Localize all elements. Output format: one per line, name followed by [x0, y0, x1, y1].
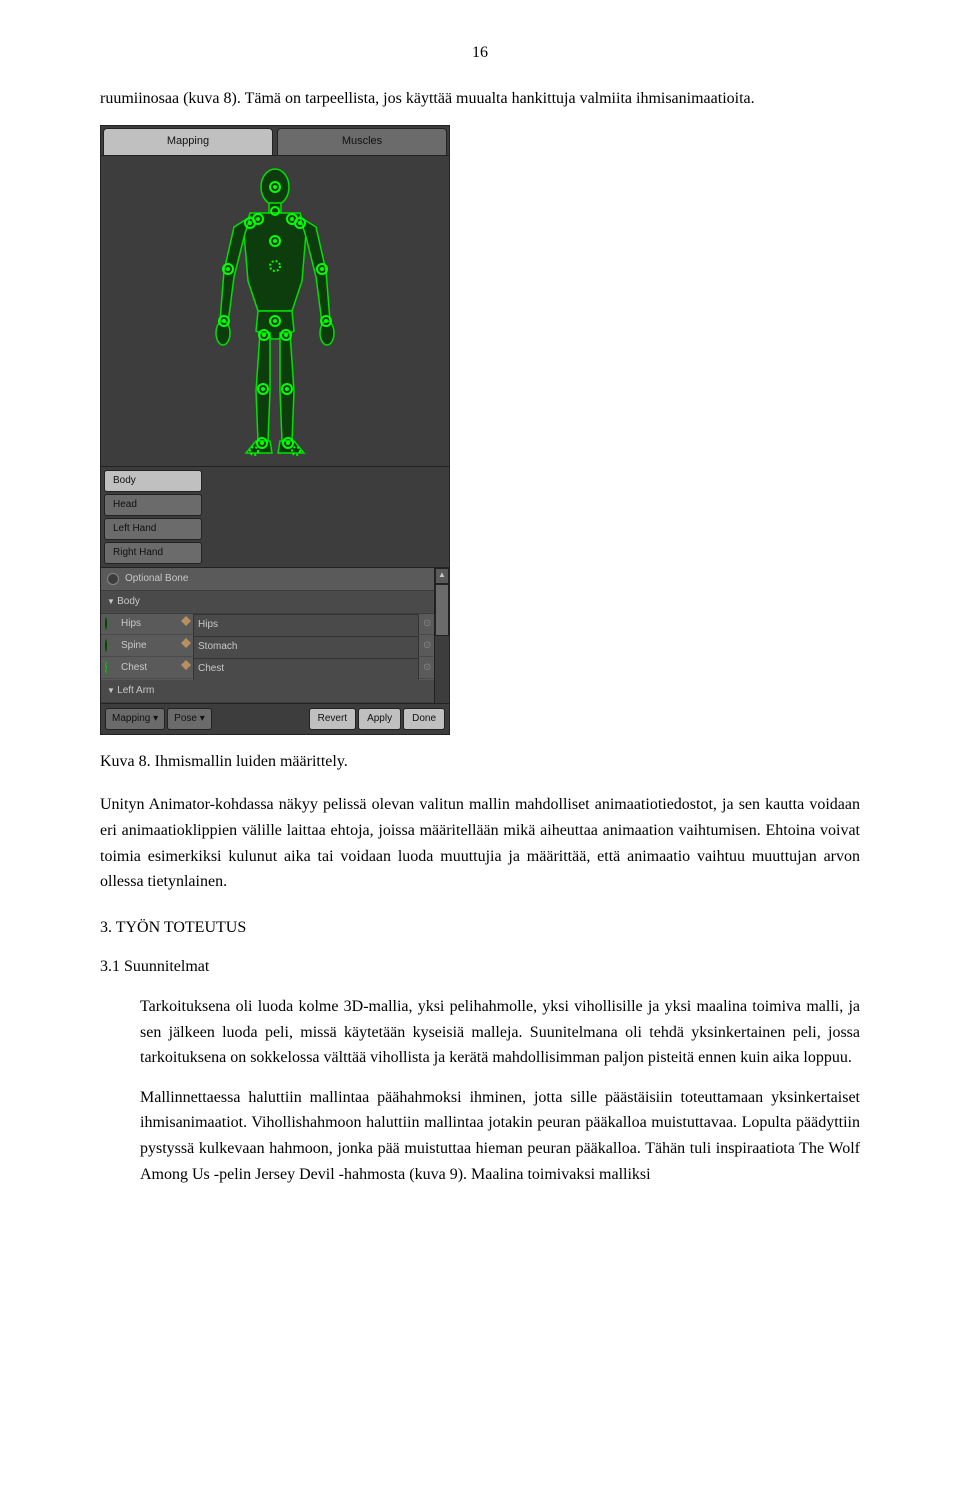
avatar-view [101, 156, 449, 466]
bone-type-icon [177, 658, 193, 679]
bone-type-icon [177, 614, 193, 635]
paragraph-4: Mallinnettaessa haluttiin mallintaa pääh… [140, 1085, 860, 1187]
scrollbar-thumb[interactable] [435, 584, 449, 636]
part-tab-right-hand[interactable]: Right Hand [104, 542, 202, 564]
paragraph-2: Unityn Animator-kohdassa näkyy pelissä o… [100, 792, 860, 894]
optional-bone-row: Optional Bone [101, 568, 449, 591]
section-heading-3: 3. TYÖN TOTEUTUS [100, 915, 860, 941]
pose-dropdown[interactable]: Pose ▾ [167, 708, 212, 730]
scrollbar[interactable]: ▲ [434, 568, 449, 703]
figure-caption: Kuva 8. Ihmismallin luiden määrittely. [100, 749, 860, 775]
status-dot-icon [105, 639, 107, 652]
optional-bone-label: Optional Bone [125, 571, 188, 587]
panel-tabs: Mapping Muscles [101, 126, 449, 156]
mapping-dropdown[interactable]: Mapping ▾ [105, 708, 165, 730]
part-tab-body[interactable]: Body [104, 470, 202, 492]
bone-picker-icon[interactable]: ⊙ [419, 614, 435, 635]
unity-avatar-panel: Mapping Muscles [100, 125, 450, 735]
bone-list-scroll: Optional Bone Body Hips Hips ⊙ Spine Sto… [101, 568, 449, 703]
paragraph-1: ruumiinosaa (kuva 8). Tämä on tarpeellis… [100, 86, 860, 112]
bone-field-chest[interactable]: Chest [193, 658, 419, 680]
apply-button[interactable]: Apply [358, 708, 401, 730]
status-dot-optional-icon [105, 661, 107, 674]
group-left-arm[interactable]: Left Arm [101, 680, 449, 703]
bone-label: Spine [117, 636, 177, 657]
done-button[interactable]: Done [403, 708, 445, 730]
bone-label: Chest [117, 658, 177, 679]
section-heading-3-1: 3.1 Suunnitelmat [100, 954, 860, 980]
paragraph-3: Tarkoituksena oli luoda kolme 3D-mallia,… [140, 994, 860, 1071]
body-part-tabs: Body Head Left Hand Right Hand [101, 466, 449, 568]
humanoid-figure [180, 161, 370, 461]
panel-footer: Mapping ▾ Pose ▾ Revert Apply Done [101, 703, 449, 734]
scroll-up-icon[interactable]: ▲ [435, 568, 449, 584]
revert-button[interactable]: Revert [309, 708, 356, 730]
bone-picker-icon[interactable]: ⊙ [419, 658, 435, 679]
bone-field-spine[interactable]: Stomach [193, 636, 419, 658]
group-body[interactable]: Body [101, 591, 449, 614]
tab-mapping[interactable]: Mapping [103, 128, 273, 155]
bone-picker-icon[interactable]: ⊙ [419, 636, 435, 657]
status-dot-icon [105, 617, 107, 630]
page-number: 16 [100, 40, 860, 66]
bone-label: Hips [117, 614, 177, 635]
bone-type-icon [177, 636, 193, 657]
optional-bone-icon [107, 573, 119, 585]
part-tab-left-hand[interactable]: Left Hand [104, 518, 202, 540]
bone-grid: Hips Hips ⊙ Spine Stomach ⊙ Chest Chest [101, 614, 449, 680]
tab-muscles[interactable]: Muscles [277, 128, 447, 155]
part-tab-head[interactable]: Head [104, 494, 202, 516]
bone-field-hips[interactable]: Hips [193, 614, 419, 636]
